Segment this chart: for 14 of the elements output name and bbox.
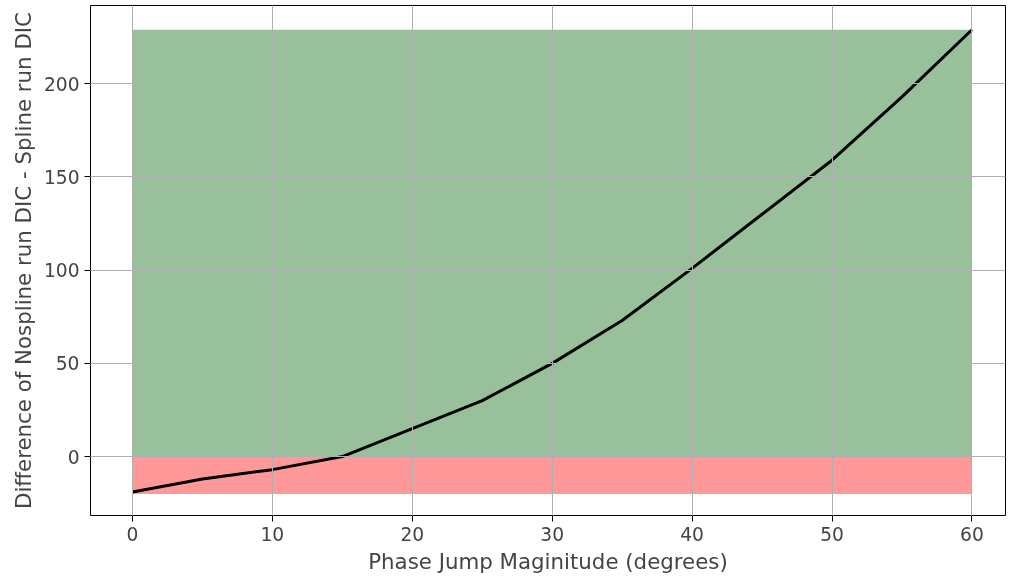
y-tick-label: 150: [43, 166, 80, 188]
y-tick-label: 100: [43, 260, 80, 282]
x-tick-label: 0: [126, 523, 139, 545]
x-tick-label: 60: [960, 523, 984, 545]
y-tick-label: 200: [43, 73, 80, 95]
y-tick-label: 50: [55, 353, 80, 375]
x-tick-label: 10: [260, 523, 285, 545]
x-tick-label: 20: [400, 523, 425, 545]
x-axis-title: Phase Jump Maginitude (degrees): [368, 548, 728, 574]
x-tick-label: 30: [540, 523, 565, 545]
y-tick-label: 0: [67, 446, 80, 468]
y-axis-title: Difference of Nospline run DIC - Spline run DIC: [10, 12, 36, 509]
x-tick-label: 40: [680, 523, 704, 545]
x-tick-label: 50: [820, 523, 844, 545]
